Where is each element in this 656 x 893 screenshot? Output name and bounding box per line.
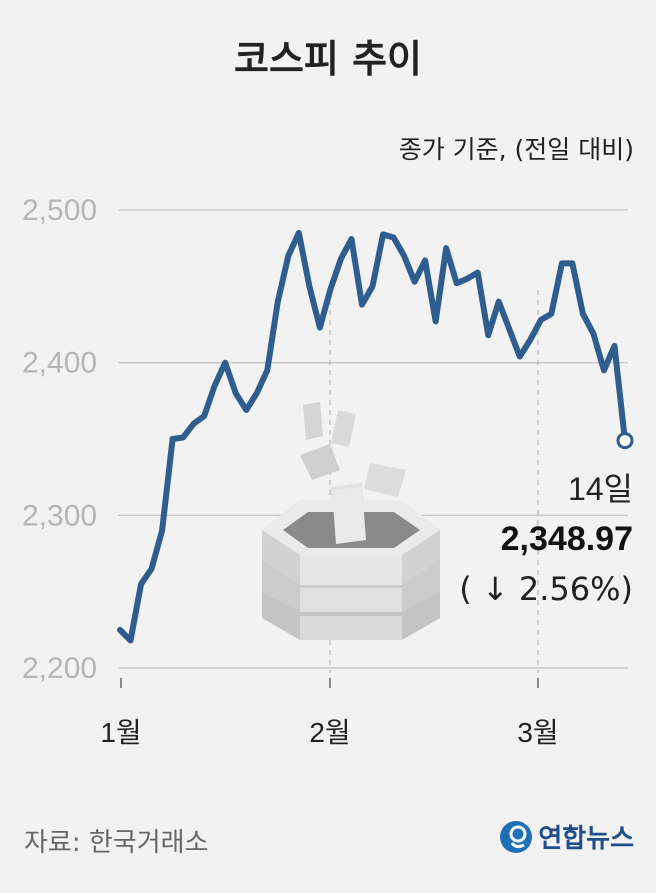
data-point — [475, 270, 480, 275]
data-point — [212, 383, 217, 388]
data-point — [296, 230, 301, 235]
yonhap-logo: 연합뉴스 — [498, 818, 634, 855]
annotation-value: 2,348.97 — [501, 520, 633, 558]
data-point — [275, 299, 280, 304]
data-point — [528, 337, 533, 342]
last-point-marker — [616, 432, 634, 450]
data-point — [328, 287, 333, 292]
data-point — [244, 407, 249, 412]
y-tick-label: 2,300 — [22, 499, 97, 532]
data-point — [570, 261, 575, 266]
data-point — [381, 232, 386, 237]
data-point — [444, 246, 449, 251]
data-point — [118, 627, 122, 632]
yonhap-logo-icon — [500, 820, 533, 853]
data-point — [181, 435, 186, 440]
data-point — [233, 391, 238, 396]
x-tick-label: 3월 — [517, 717, 558, 748]
data-point — [496, 299, 501, 304]
data-point — [559, 261, 564, 266]
data-point — [170, 437, 175, 441]
data-point — [286, 253, 291, 258]
data-points — [118, 230, 634, 643]
data-point — [359, 302, 364, 307]
data-point — [191, 421, 196, 426]
y-tick-label: 2,500 — [22, 194, 97, 227]
y-axis-labels: 2,200 2,300 2,400 2,500 — [22, 194, 97, 685]
logo-text: 연합뉴스 — [538, 824, 634, 854]
grid-lines — [118, 209, 628, 673]
data-point — [412, 279, 417, 284]
data-point — [391, 235, 396, 240]
stock-drop-illustration — [262, 402, 440, 640]
data-point — [317, 325, 322, 330]
data-point — [507, 327, 512, 332]
data-point — [370, 284, 375, 289]
data-point — [254, 391, 259, 396]
data-point — [465, 276, 470, 281]
data-point — [538, 317, 543, 322]
data-point — [591, 331, 596, 336]
data-point — [402, 253, 407, 258]
x-tick-label: 1월 — [100, 717, 141, 748]
data-point — [149, 566, 154, 571]
data-point — [612, 343, 617, 348]
data-point — [265, 368, 270, 373]
data-point — [433, 319, 438, 324]
data-point — [307, 284, 312, 289]
x-tick-label: 2월 — [309, 717, 350, 748]
y-tick-label: 2,400 — [22, 347, 97, 380]
data-point — [349, 237, 354, 242]
chart-title: 코스피 추이 — [233, 37, 423, 81]
x-axis-labels: 1월 2월 3월 — [100, 678, 559, 748]
last-value-annotation: 14일 2,348.97 ( ↓ 2.56%) — [459, 471, 633, 608]
data-point — [128, 638, 133, 643]
data-point — [549, 311, 554, 316]
data-point — [580, 311, 585, 316]
data-point — [517, 354, 522, 359]
data-point — [202, 414, 207, 419]
data-point — [160, 528, 165, 533]
data-point — [423, 258, 428, 263]
data-point — [139, 582, 144, 587]
annotation-change: ( ↓ 2.56%) — [459, 570, 633, 608]
source-label: 자료: 한국거래소 — [24, 828, 209, 858]
data-point — [601, 368, 606, 373]
data-point — [454, 281, 459, 286]
data-point — [223, 360, 228, 365]
y-tick-label: 2,200 — [22, 652, 97, 685]
data-point — [338, 256, 343, 261]
data-point — [486, 333, 491, 338]
chart-subtitle: 종가 기준, (전일 대비) — [398, 135, 634, 164]
annotation-day: 14일 — [568, 471, 633, 507]
